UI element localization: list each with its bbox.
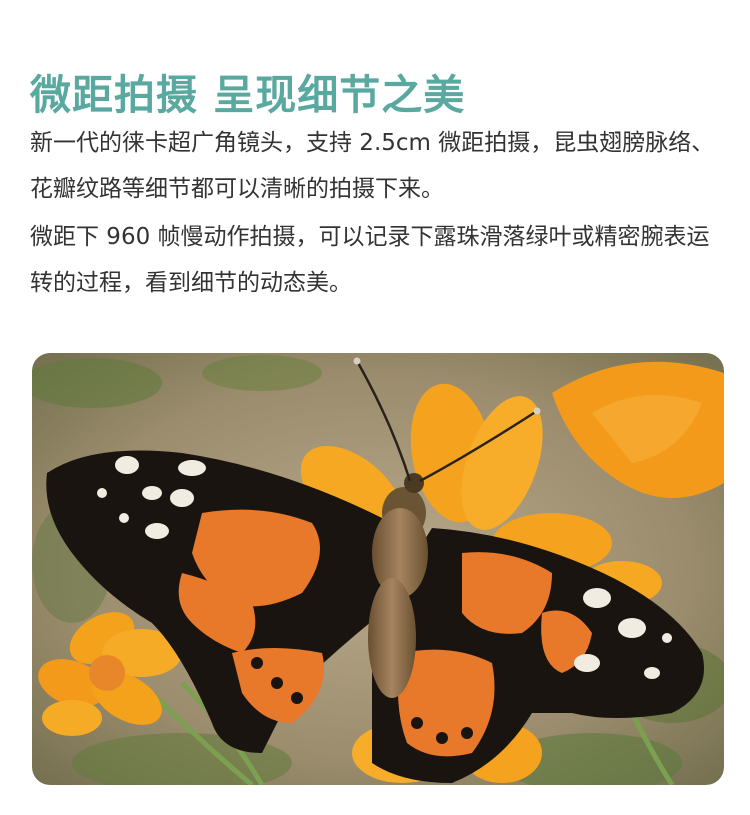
orange-flower-left [38,612,182,736]
butterfly-macro-photo [32,353,724,785]
orange-flower-top-right [552,361,724,498]
butterfly-left-wing [46,450,383,753]
butterfly-body [368,473,428,698]
feature-description: 新一代的徕卡超广角镜头，支持 2.5cm 微距拍摄，昆虫翅膀脉络、花瓣纹路等细节… [30,130,715,202]
butterfly-right-wing [372,528,704,783]
antenna-tip-right [533,407,541,415]
butterfly-antennae [355,360,538,483]
butterfly-illustration [32,353,724,785]
antenna-tip-left [353,357,361,365]
slow-motion-description: 微距下 960 帧慢动作拍摄，可以记录下露珠滑落绿叶或精密腕表运转的过程，看到细… [30,224,710,296]
page-title: 微距拍摄 呈现细节之美 [30,71,466,120]
